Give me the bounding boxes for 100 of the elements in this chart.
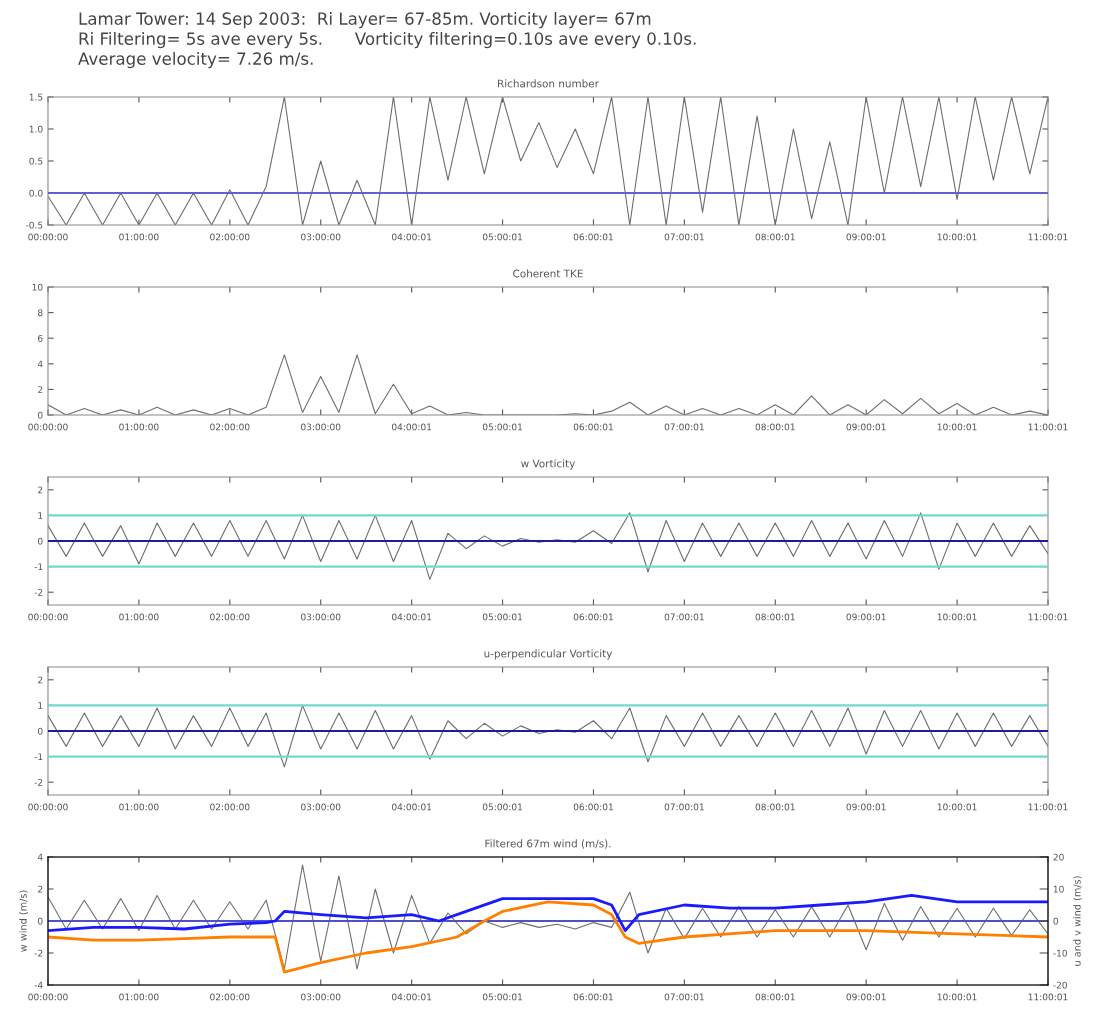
x-tick-label: 08:00:01 — [755, 803, 795, 811]
x-tick-label: 08:00:01 — [755, 993, 795, 1001]
x-tick-label: 09:00:01 — [846, 993, 886, 1001]
y-tick-label: -2 — [34, 588, 43, 596]
line-series — [48, 894, 1048, 932]
x-tick-label: 07:00:01 — [664, 613, 704, 621]
x-tick-label: 01:00:00 — [119, 993, 159, 1001]
x-tick-label: 06:00:01 — [573, 233, 613, 241]
y2-axis-title: u and v wind (m/s) — [1073, 876, 1082, 966]
x-tick-label: 11:00:01 — [1028, 613, 1068, 621]
chart-title: w Vorticity — [521, 459, 576, 470]
y-tick-label: 1.5 — [29, 93, 43, 101]
chart-title: Richardson number — [498, 79, 599, 88]
x-tick-label: 08:00:01 — [755, 613, 795, 621]
y-tick-label: 1 — [38, 702, 43, 709]
x-tick-label: 01:00:00 — [119, 423, 159, 431]
x-tick-label: 05:00:01 — [482, 233, 522, 241]
line-series — [48, 512, 1048, 580]
text: Lamar Tower: 14 Sep 2003: Ri Layer= 67-85m. Vorticity layer= 67m — [79, 12, 651, 29]
y2-tick-label: 10 — [1053, 885, 1064, 893]
x-tick-label: 06:00:01 — [573, 993, 613, 1001]
x-tick-label: 02:00:00 — [210, 803, 250, 811]
x-tick-label: 04:00:01 — [391, 803, 432, 811]
y-tick-label: -1 — [34, 753, 43, 761]
y-tick-label: -1 — [34, 563, 43, 571]
x-tick-label: 10:00:01 — [937, 803, 977, 811]
y2-tick-label: -20 — [1053, 981, 1068, 989]
y-tick-label: 1.0 — [29, 125, 43, 133]
x-tick-label: 00:00:00 — [28, 423, 68, 431]
chart-title: Coherent TKE — [513, 269, 583, 278]
x-tick-label: 05:00:01 — [482, 613, 522, 621]
y-axis-title: w wind (m/s) — [19, 890, 28, 952]
x-tick-label: 05:00:01 — [482, 993, 522, 1001]
x-tick-label: 04:00:01 — [391, 613, 432, 621]
x-tick-label: 07:00:01 — [664, 803, 704, 811]
y-tick-label: -2 — [34, 949, 43, 957]
y-tick-label: 0 — [37, 917, 43, 925]
x-tick-label: 00:00:00 — [28, 613, 68, 621]
y-tick-label: -4 — [34, 981, 43, 989]
y2-tick-label: 0 — [1053, 917, 1059, 925]
line-series — [48, 900, 1048, 974]
x-tick-label: 03:00:00 — [301, 423, 341, 431]
line-series — [48, 97, 1048, 225]
chart-title: u-perpendicular Vorticity — [484, 649, 613, 660]
x-tick-label: 10:00:01 — [937, 993, 977, 1001]
y-tick-label: -2 — [34, 778, 43, 786]
line-series — [48, 704, 1048, 768]
x-tick-label: 01:00:00 — [119, 233, 159, 241]
y-tick-label: 2 — [38, 885, 43, 893]
x-tick-label: 07:00:01 — [664, 233, 704, 241]
x-tick-label: 03:00:00 — [301, 613, 341, 621]
x-tick-label: 06:00:01 — [573, 423, 613, 431]
y-tick-label: 0 — [37, 537, 43, 545]
y2-tick-label: 20 — [1053, 853, 1064, 861]
x-tick-label: 00:00:00 — [28, 993, 68, 1001]
x-tick-label: 07:00:01 — [664, 423, 704, 431]
x-tick-label: 05:00:01 — [482, 803, 522, 811]
x-tick-label: 02:00:00 — [210, 423, 250, 431]
text: Average velocity= 7.26 m/s. — [78, 52, 313, 69]
x-tick-label: 02:00:00 — [210, 613, 250, 621]
y-tick-label: 8 — [38, 309, 43, 317]
x-tick-label: 09:00:01 — [846, 423, 886, 431]
x-tick-label: 01:00:00 — [119, 803, 159, 811]
x-tick-label: 10:00:01 — [937, 233, 977, 241]
x-tick-label: 02:00:00 — [210, 233, 250, 241]
x-tick-label: 06:00:01 — [573, 613, 613, 621]
x-tick-label: 11:00:01 — [1028, 423, 1068, 431]
x-tick-label: 10:00:01 — [937, 613, 977, 621]
text: Ri Filtering= 5s ave every 5s. Vorticity filtering=0.10s ave every 0.10s. — [79, 32, 696, 49]
x-tick-label: 09:00:01 — [846, 233, 886, 241]
y2-tick-label: -10 — [1053, 949, 1068, 957]
x-tick-label: 02:00:00 — [210, 993, 250, 1001]
x-tick-label: 08:00:01 — [755, 233, 795, 241]
y-tick-label: -0.5 — [25, 221, 43, 229]
x-tick-label: 10:00:01 — [937, 423, 977, 431]
x-tick-label: 03:00:00 — [301, 233, 341, 241]
x-tick-label: 09:00:01 — [846, 613, 886, 621]
x-tick-label: 00:00:00 — [28, 803, 68, 811]
x-tick-label: 11:00:01 — [1028, 993, 1068, 1001]
x-tick-label: 03:00:00 — [301, 803, 341, 811]
x-tick-label: 04:00:01 — [391, 233, 432, 241]
x-tick-label: 03:00:00 — [301, 993, 341, 1001]
y-tick-label: 0 — [37, 727, 43, 735]
y-tick-label: 2 — [38, 676, 43, 684]
x-tick-label: 09:00:01 — [846, 803, 886, 811]
x-tick-label: 06:00:01 — [573, 803, 613, 811]
x-tick-label: 07:00:01 — [664, 993, 704, 1001]
x-tick-label: 11:00:01 — [1028, 233, 1068, 241]
chart-title: Filtered 67m wind (m/s). — [485, 839, 611, 849]
y-tick-label: 10 — [32, 283, 43, 291]
y-tick-label: 0.0 — [29, 189, 43, 197]
line-series — [48, 864, 1048, 970]
y-tick-label: 2 — [38, 386, 43, 393]
x-tick-label: 04:00:01 — [391, 993, 432, 1001]
x-tick-label: 00:00:00 — [28, 233, 68, 241]
y-tick-label: 4 — [37, 853, 43, 861]
x-tick-label: 05:00:01 — [482, 423, 522, 431]
y-tick-label: 4 — [37, 360, 43, 368]
y-tick-label: 6 — [38, 334, 43, 342]
y-tick-label: 0 — [37, 411, 43, 419]
